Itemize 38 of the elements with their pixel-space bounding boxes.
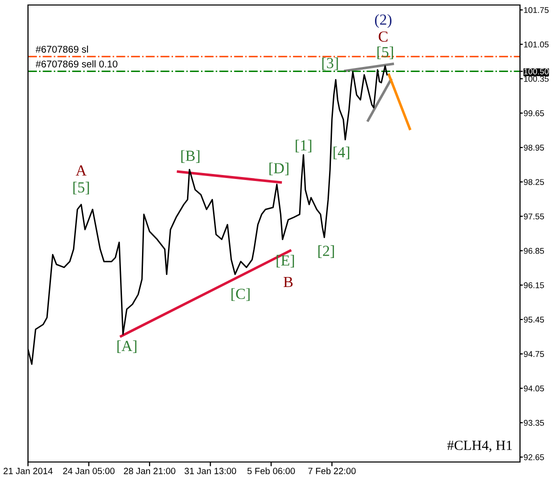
annotation: B [284,276,293,288]
y-tick-label: 96.15 [524,282,544,288]
annotation: [3] [322,57,338,70]
y-tick-label: 100.50 [524,68,549,74]
annotation: [B] [181,150,200,163]
y-tick-label: 94.05 [524,385,544,392]
ref-line-label: #6707869 sl [36,46,88,53]
annotation: [1] [296,140,312,152]
y-tick-label: 97.55 [524,214,544,220]
y-tick-label: 94.75 [524,351,544,357]
ref-line-label: #6707869 sell 0.10 [36,60,118,68]
annotation: [2] [318,245,334,258]
x-tick-label: 28 Jan 21:00 [124,468,176,474]
x-tick-label: 21 Jan 2014 [4,468,53,474]
annotation: [4] [334,146,350,160]
annotation: [A] [117,340,136,354]
y-tick-label: 98.25 [524,179,544,186]
y-tick-label: 95.45 [524,316,544,323]
annotation: A [76,165,87,176]
y-tick-label: 93.35 [524,420,544,426]
annotation: [C] [231,288,250,301]
y-tick-label: 100.35 [524,76,549,82]
x-tick-label: 7 Feb 22:00 [308,468,356,474]
y-tick-label: 101.75 [524,7,549,14]
y-tick-label: 98.95 [524,144,544,151]
annotation: [5] [73,182,89,194]
y-tick-label: 92.65 [524,454,544,460]
annotation: C [378,31,388,42]
annotation: [D] [269,162,288,176]
x-tick-label: 5 Feb 06:00 [247,468,295,474]
y-tick-label: 99.65 [524,110,544,116]
annotation: (2) [374,14,392,28]
y-tick-label: 96.85 [524,248,544,254]
x-tick-label: 24 Jan 05:00 [63,468,115,474]
y-tick-label: 101.05 [524,42,549,48]
annotation: [E] [276,254,294,268]
annotation: #CLH4, H1 [447,440,512,452]
x-tick-label: 31 Jan 13:00 [184,468,236,474]
